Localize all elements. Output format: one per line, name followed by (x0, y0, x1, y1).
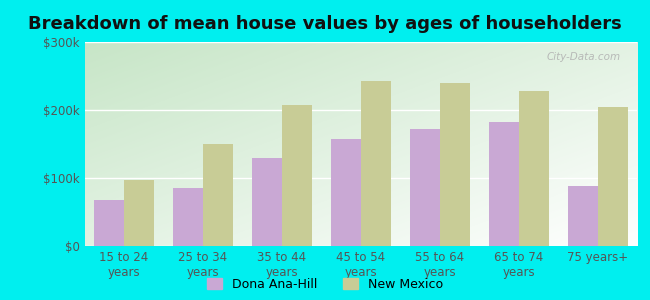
Bar (94, 200, 124, 246)
Bar (567, 186, 597, 246)
Bar (519, 91, 549, 246)
Bar (124, 180, 154, 246)
Bar (252, 158, 282, 246)
Bar (282, 105, 312, 246)
Bar (489, 122, 519, 246)
Bar (331, 139, 361, 246)
Bar (173, 188, 203, 246)
Bar (439, 83, 470, 246)
Text: City-Data.com: City-Data.com (546, 52, 620, 62)
Text: Breakdown of mean house values by ages of householders: Breakdown of mean house values by ages o… (28, 15, 622, 33)
Bar (410, 129, 439, 246)
Bar (597, 106, 627, 246)
Bar (361, 81, 391, 246)
Legend: Dona Ana-Hill, New Mexico: Dona Ana-Hill, New Mexico (207, 278, 443, 291)
Bar (203, 144, 233, 246)
